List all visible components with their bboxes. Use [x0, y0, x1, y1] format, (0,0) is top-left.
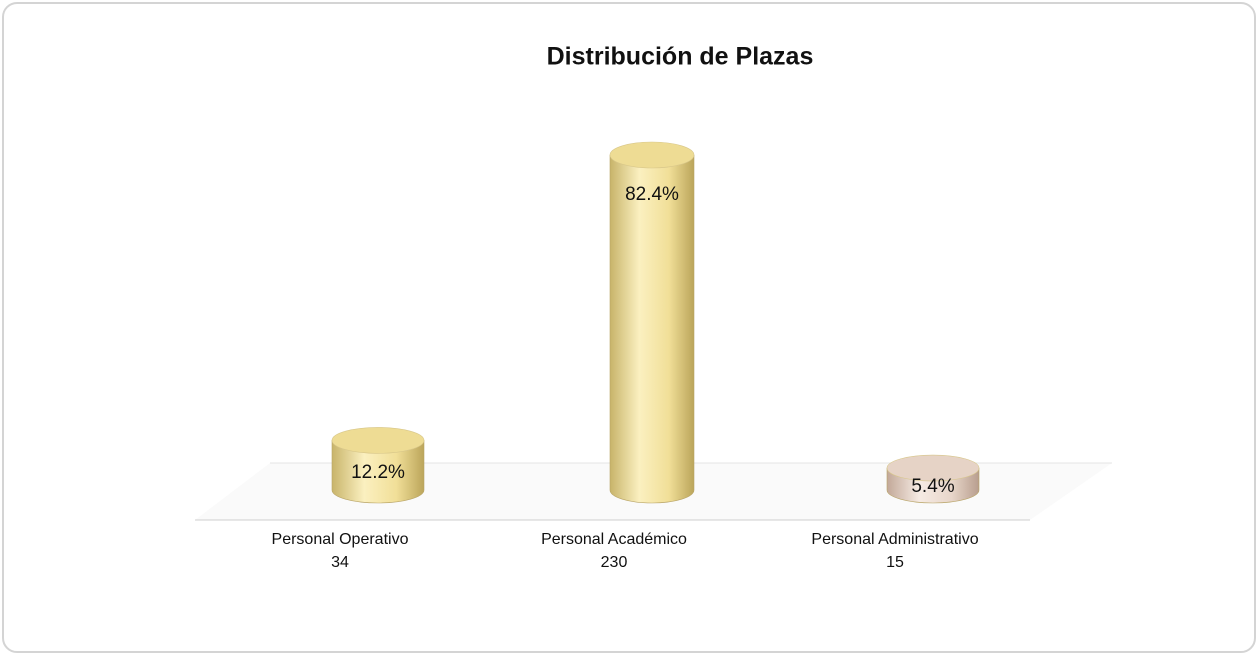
plot: 12.2% Personal Operativo 34 82.4% Personal A… — [272, 141, 980, 571]
value-label: 5.4% — [911, 476, 954, 497]
cylinder-top — [609, 141, 695, 169]
x-tick-label: Personal Académico — [541, 531, 687, 548]
chart-title: Distribución de Plazas — [547, 43, 814, 71]
x-tick-label: Personal Administrativo — [811, 531, 978, 548]
value-label: 12.2% — [351, 462, 405, 483]
cylinder-body — [331, 440, 425, 504]
cylinder-body — [609, 154, 695, 504]
count-label: 230 — [601, 554, 628, 571]
value-label: 82.4% — [625, 184, 679, 205]
cylinder-top — [886, 454, 980, 482]
x-tick-label: Personal Operativo — [272, 531, 409, 548]
count-label: 15 — [886, 554, 904, 571]
cylinder-top — [331, 427, 425, 454]
count-label: 34 — [331, 554, 349, 571]
